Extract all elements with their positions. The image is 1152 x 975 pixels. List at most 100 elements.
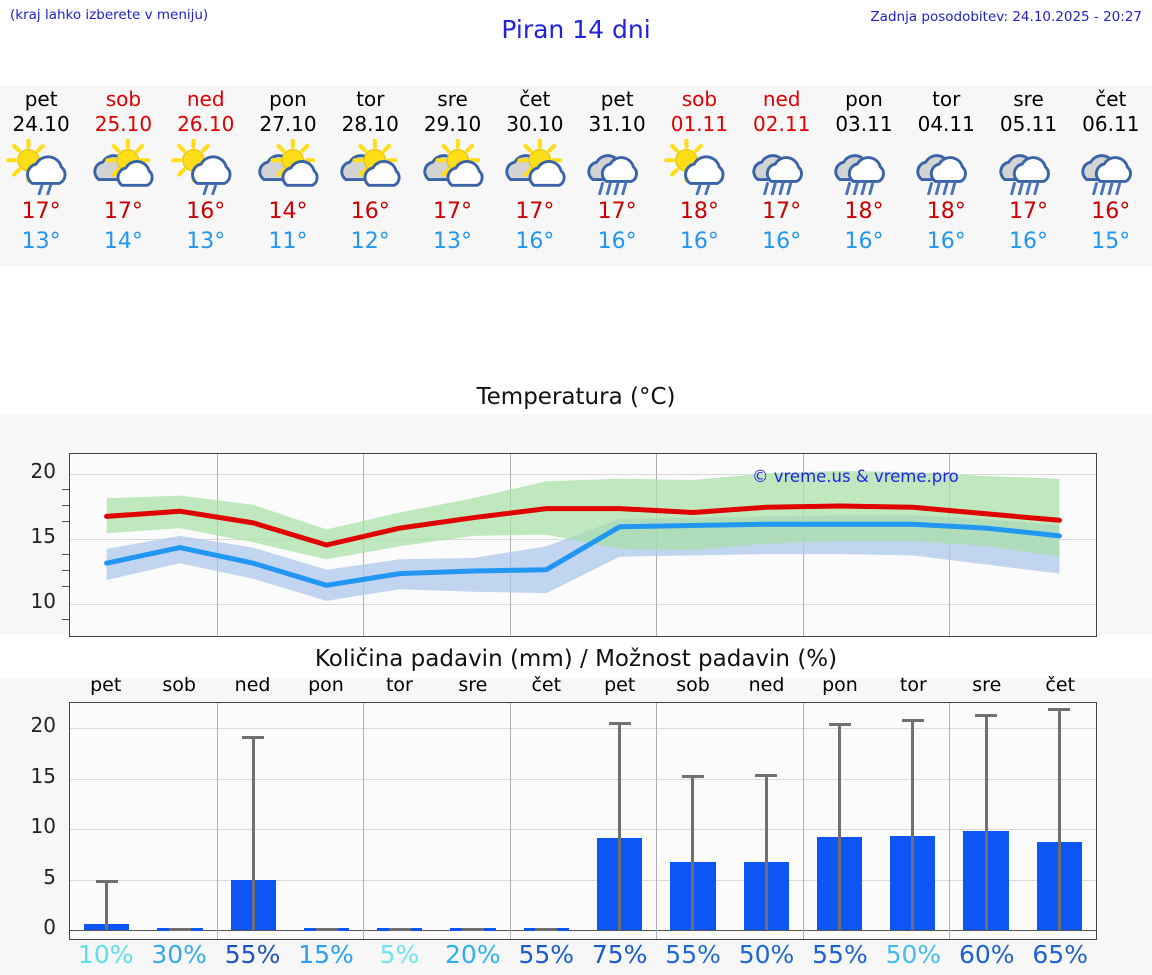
precip-probability-12: 60%	[958, 940, 1015, 969]
cloud-rain-icon	[743, 139, 821, 196]
precip-whisker-7	[618, 722, 622, 930]
precip-whisker-cap-11	[901, 719, 924, 723]
day-of-week: sre	[437, 87, 468, 111]
day-column-0[interactable]: pet 24.10 17° 13°	[0, 85, 82, 267]
day-of-week: sre	[1013, 87, 1044, 111]
day-column-8[interactable]: sob 01.11 18° 16°	[658, 85, 740, 267]
precip-probability-9: 50%	[738, 940, 795, 969]
temperature-line-1	[104, 521, 1062, 588]
precip-gridline-h-0	[70, 929, 1096, 931]
precip-probability-7: 75%	[591, 940, 648, 969]
daily-forecast-strip: pet 24.10 17° 13° sob 25.10 17° 14° ned 26.10 16° 1…	[0, 85, 1152, 267]
day-date: 04.11	[917, 112, 975, 136]
precip-ytick-label-1: 5	[43, 864, 56, 889]
precip-ytick-label-3: 15	[30, 763, 56, 788]
cloud-rain-icon	[1072, 139, 1150, 196]
day-column-6[interactable]: čet 30.10 17° 16°	[494, 85, 576, 267]
day-of-week: pon	[845, 87, 883, 111]
day-temp-min: 16°	[926, 229, 966, 254]
precip-gridline-v-1	[363, 703, 365, 939]
day-of-week: sob	[681, 87, 718, 111]
cloud-rain-icon	[825, 139, 903, 196]
day-temp-min: 12°	[350, 229, 390, 254]
precip-day-label-0: pet	[90, 674, 122, 696]
precip-whisker-10	[838, 723, 841, 930]
precip-day-label-5: sre	[458, 674, 488, 696]
day-column-12[interactable]: sre 05.11 17° 16°	[987, 85, 1069, 267]
precip-day-label-1: sob	[162, 674, 196, 696]
day-of-week: čet	[519, 87, 551, 111]
page-header: (kraj lahko izberete v meniju) Piran 14 …	[0, 0, 1152, 85]
sun-cloud-rain-icon	[167, 137, 245, 196]
spacer-region	[0, 267, 1152, 380]
day-column-3[interactable]: pon 27.10 14° 11°	[247, 85, 329, 267]
day-column-11[interactable]: tor 04.11 18° 16°	[905, 85, 987, 267]
day-column-1[interactable]: sob 25.10 17° 14°	[82, 85, 164, 267]
precipitation-probability-row: 10% 30% 55% 15% 5% 20% 55% 75% 55% 50% 55% 50% 60% 65…	[69, 940, 1097, 974]
precip-probability-8: 55%	[665, 940, 721, 969]
precip-whisker-cap-6	[535, 927, 558, 931]
day-temp-min: 13°	[433, 229, 473, 254]
day-date: 03.11	[835, 112, 893, 136]
sun-cloud-icon	[414, 137, 492, 195]
day-column-13[interactable]: čet 06.11 16° 15°	[1070, 85, 1152, 267]
copyright-watermark: © vreme.us & vreme.pro	[752, 467, 959, 486]
precip-probability-13: 65%	[1032, 940, 1088, 969]
cloud-rain-icon	[990, 139, 1068, 196]
precip-whisker-cap-2	[242, 736, 265, 740]
precip-day-label-6: čet	[531, 674, 562, 696]
day-temp-min: 13°	[21, 229, 61, 254]
precip-probability-0: 10%	[77, 940, 134, 969]
temp-ytick-label-1: 15	[30, 523, 56, 548]
precip-whisker-cap-0	[95, 879, 118, 883]
temperature-plot-area	[69, 453, 1097, 637]
precip-probability-10: 55%	[812, 940, 868, 969]
day-temp-max: 14°	[268, 199, 308, 224]
day-column-9[interactable]: ned 02.11 17° 16°	[741, 85, 823, 267]
day-temp-max: 17°	[515, 199, 555, 224]
sun-cloud-rain-icon	[660, 137, 738, 196]
day-temp-max: 16°	[186, 199, 226, 224]
temperature-chart-panel: Temperatura (°C) 10 15 20	[0, 380, 1152, 637]
temp-minor-tick-0	[62, 618, 69, 620]
day-column-10[interactable]: pon 03.11 18° 16°	[823, 85, 905, 267]
temperature-chart-title: Temperatura (°C)	[476, 384, 676, 410]
precip-whisker-cap-12	[975, 714, 998, 718]
precip-whisker-cap-8	[681, 774, 704, 778]
day-date: 27.10	[259, 112, 317, 136]
day-column-2[interactable]: ned 26.10 16° 13°	[165, 85, 247, 267]
day-column-5[interactable]: sre 29.10 17° 13°	[411, 85, 493, 267]
precip-day-label-7: pet	[604, 674, 636, 696]
day-temp-min: 14°	[103, 229, 143, 254]
precip-whisker-9	[764, 773, 768, 930]
day-temp-max: 17°	[103, 199, 143, 224]
precip-whisker-cap-7	[608, 722, 631, 726]
precip-day-label-11: tor	[899, 674, 927, 696]
precip-probability-3: 15%	[298, 940, 354, 969]
precip-whisker-13	[1057, 708, 1061, 930]
precip-whisker-11	[911, 719, 915, 930]
precip-gridline-h-2	[70, 829, 1096, 831]
day-date: 05.11	[999, 112, 1058, 136]
day-temp-min: 16°	[762, 229, 802, 254]
day-of-week: sob	[105, 87, 142, 111]
precip-day-label-12: sre	[972, 674, 1002, 696]
precip-whisker-cap-10	[828, 723, 851, 727]
precip-day-label-8: sob	[676, 674, 710, 696]
temperature-chart-titlebar: Temperatura (°C)	[0, 380, 1152, 414]
day-column-7[interactable]: pet 31.10 17° 16°	[576, 85, 658, 267]
precip-whisker-cap-3	[315, 927, 338, 931]
cloud-rain-icon	[907, 139, 985, 196]
temp-minor-tick-2	[62, 570, 69, 571]
day-column-4[interactable]: tor 28.10 16° 12°	[329, 85, 411, 267]
precipitation-chart-panel: Količina padavin (mm) / Možnost padavin …	[0, 640, 1152, 975]
day-of-week: tor	[932, 87, 961, 111]
location-menu-hint[interactable]: (kraj lahko izberete v meniju)	[10, 7, 209, 23]
day-temp-min: 16°	[515, 229, 555, 254]
precip-whisker-cap-9	[755, 773, 778, 777]
day-temp-max: 17°	[1009, 199, 1049, 224]
precip-gridline-h-1	[70, 879, 1096, 881]
day-of-week: ned	[762, 87, 801, 111]
day-of-week: tor	[356, 87, 385, 111]
